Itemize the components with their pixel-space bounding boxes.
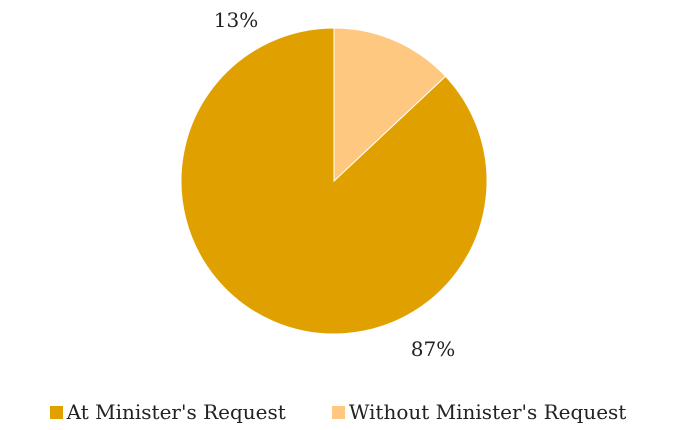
legend-item-at-ministers-request: At Minister's Request [49, 400, 286, 424]
data-label-at-ministers-request: 87% [411, 337, 455, 361]
legend-label-at-ministers-request: At Minister's Request [66, 400, 286, 424]
legend-swatch-at-ministers-request [49, 405, 63, 419]
legend: At Minister's Request Without Minister's… [0, 396, 676, 428]
legend-item-without-ministers-request: Without Minister's Request [331, 400, 627, 424]
slice-without-ministers-request [333, 27, 447, 183]
data-label-without-ministers-request: 13% [214, 8, 258, 32]
legend-label-without-ministers-request: Without Minister's Request [348, 400, 627, 424]
legend-swatch-without-ministers-request [331, 405, 345, 419]
